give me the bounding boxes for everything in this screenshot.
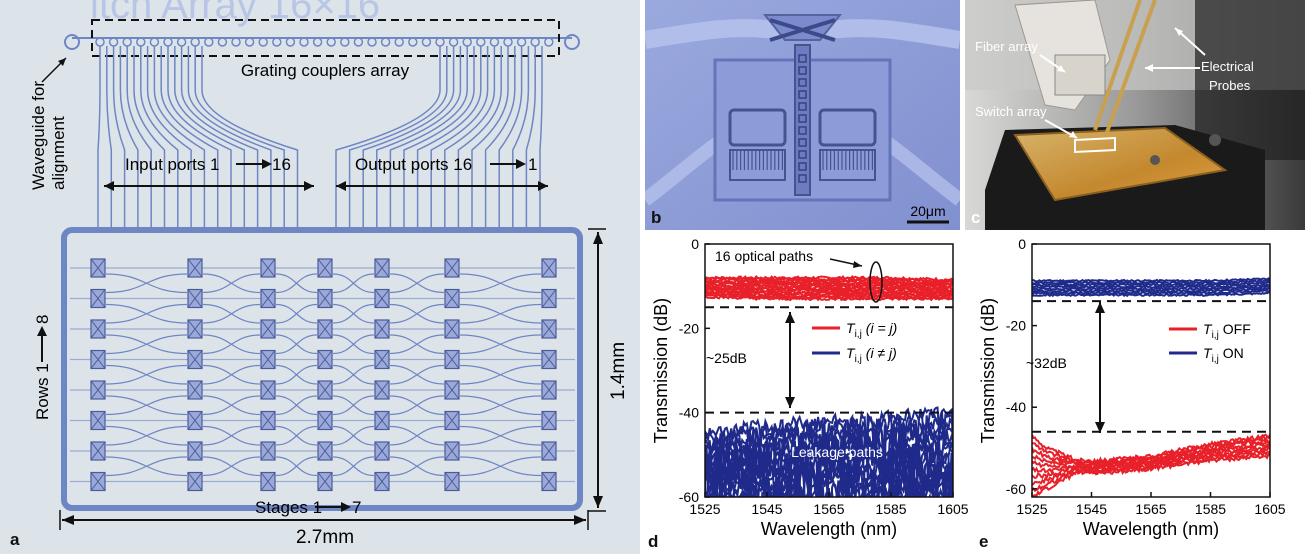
legend-d-red-label: Ti,j (i = j) [846,320,897,340]
panel-b-micrograph: 20μm b [645,0,960,230]
height-label: 1.4mm [608,342,629,400]
panel-a-chip-layout: itch Array 16×16 Grating couplers array … [0,0,640,554]
grating-couplers [64,34,580,50]
switch-matrix [70,258,575,492]
e-ytick: -60 [1006,481,1026,497]
panel-d-chart: 1525 1545 1565 1585 1605 0 -20 -40 -60 Wavelengt… [642,232,972,554]
panel-c-letter: c [971,208,981,227]
e-trace [1032,278,1270,285]
e-trace [1032,277,1270,283]
e-xtick: 1545 [1076,501,1107,517]
panel-e-letter: e [979,532,989,551]
fiber-array-label: Fiber array [975,39,1038,54]
chart-e-legend: Ti,j OFF Ti,j ON [1169,321,1251,365]
panel-b-letter: b [651,208,662,227]
annot-leakage-paths: Leakage paths [791,444,883,460]
d-trace [705,410,953,472]
grating-couplers-label: Grating couplers array [241,61,410,80]
rows-label: Rows 1 8 [33,315,52,420]
svg-text:alignment: alignment [49,116,68,190]
chart-d-xlabel: Wavelength (nm) [761,519,897,539]
setup-photo: Fiber array Electrical Probes Switch arr… [965,0,1305,230]
d-ytick: -40 [679,405,699,421]
switch-array-label: Switch array [975,104,1047,119]
e-trace [1032,286,1270,293]
e-xtick: 1585 [1195,501,1226,517]
width-label: 2.7mm [296,527,354,548]
svg-text:Rows 1: Rows 1 [33,363,52,420]
e-ytick: -40 [1006,399,1026,415]
panel-e-chart: 1525 1545 1565 1585 1605 0 -20 -40 -60 Wavelengt… [975,232,1305,554]
e-trace [1032,453,1270,497]
optical-paths-ellipse [869,261,883,303]
d-trace [705,282,953,290]
chart-e-xlabel: Wavelength (nm) [1083,519,1219,539]
e-trace [1032,291,1270,298]
input-ports-label: Input ports 1 [125,155,220,174]
chart-e-plot-area [1032,277,1270,497]
waveguide-fanout [97,46,543,232]
d-ytick: 0 [691,236,699,252]
chart-e-ylabel: Transmission (dB) [978,298,998,443]
d-xtick: 1525 [689,501,720,517]
chip-layout-drawing: itch Array 16×16 Grating couplers array … [29,0,629,548]
chart-d-plot-area [705,274,953,497]
e-series-0 [1032,277,1270,298]
e-trace [1032,283,1270,289]
electrical-probes-label-2: Probes [1209,78,1251,93]
output-ports-label: Output ports 16 [355,155,472,174]
output-ports-end: 1 [528,155,537,174]
scale-bar-label: 20μm [910,203,945,219]
legend-e-red-label: Ti,j OFF [1203,321,1251,341]
chart-e: 1525 1545 1565 1585 1605 0 -20 -40 -60 Wavelengt… [978,236,1286,539]
d-xtick: 1545 [751,501,782,517]
d-ytick: -20 [679,320,699,336]
input-ports-end: 16 [272,155,291,174]
legend-e-blue-label: Ti,j ON [1203,345,1244,365]
d-series-1 [705,406,953,497]
chip-header-text: itch Array 16×16 [90,0,380,27]
d-series-0 [705,274,953,302]
annot-gap-d: ~25dB [706,350,747,366]
e-xtick: 1565 [1135,501,1166,517]
grating-dashed-box [91,19,560,57]
e-xtick: 1525 [1016,501,1047,517]
chart-d-legend: Ti,j (i = j) Ti,j (i ≠ j) [812,320,897,365]
svg-text:Waveguide for: Waveguide for [29,81,48,190]
e-ytick: 0 [1018,236,1026,252]
electrical-probes-label-1: Electrical [1201,59,1254,74]
svg-text:8: 8 [33,315,52,324]
e-series-1 [1032,433,1270,497]
chart-d: 1525 1545 1565 1585 1605 0 -20 -40 -60 Wavelengt… [651,236,969,539]
d-trace [705,406,953,463]
legend-d-blue-label: Ti,j (i ≠ j) [846,345,897,365]
switch-micrograph: 20μm [645,0,960,230]
d-trace [705,471,953,497]
panel-d-letter: d [648,532,659,551]
alignment-label: Waveguide for alignment [29,81,68,190]
e-trace [1032,451,1270,493]
annot-optical-paths: 16 optical paths [715,248,813,264]
e-xtick: 1605 [1254,501,1285,517]
e-ytick: -20 [1006,318,1026,334]
annot-gap-e: ~32dB [1026,355,1067,371]
e-trace [1032,281,1270,288]
e-trace [1032,285,1270,291]
d-trace [705,276,953,283]
d-xtick: 1605 [937,501,968,517]
d-xtick: 1565 [813,501,844,517]
d-xtick: 1585 [875,501,906,517]
d-ytick: -60 [679,489,699,505]
d-trace [705,295,953,302]
chart-d-ylabel: Transmission (dB) [651,298,671,443]
panel-a-letter: a [10,530,20,549]
e-trace [1032,289,1270,296]
stages-label: Stages 1 [255,498,322,517]
panel-c-photo: Fiber array Electrical Probes Switch arr… [965,0,1305,230]
stages-end: 7 [352,498,361,517]
